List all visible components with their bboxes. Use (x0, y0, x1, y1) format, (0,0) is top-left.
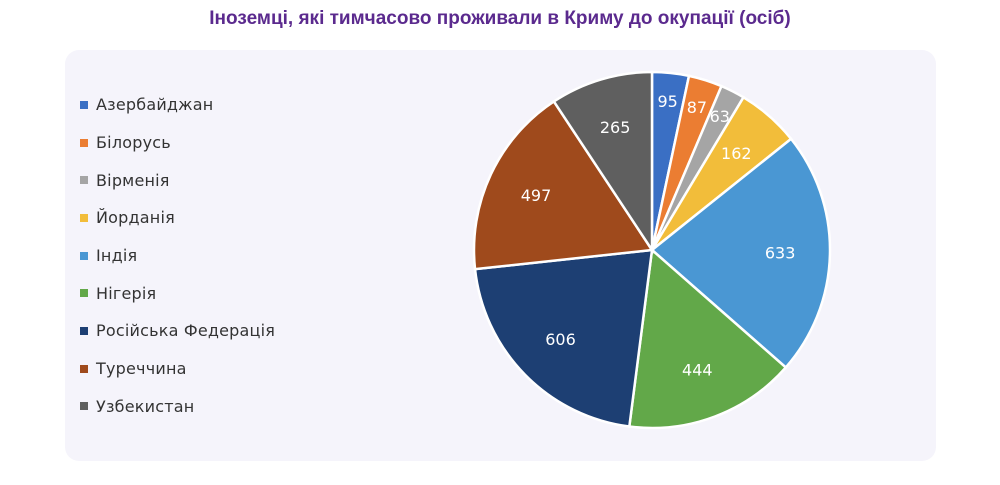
legend-label: Йорданія (96, 208, 175, 228)
chart-title: Іноземці, які тимчасово проживали в Крим… (209, 8, 791, 29)
pie-slice-label: 87 (687, 98, 707, 117)
legend-item: Білорусь (80, 124, 275, 162)
legend-swatch (80, 213, 88, 222)
pie-chart: 95 87 63 162 633 444 606 497 265 (472, 70, 832, 430)
legend-label: Білорусь (96, 133, 171, 153)
pie-slice (473, 248, 654, 428)
legend-item: Російська Федерація (80, 312, 275, 350)
pie-slice (552, 70, 654, 255)
legend-item: Індія (80, 237, 275, 275)
pie-slice-label: 162 (721, 144, 752, 163)
legend-swatch (80, 100, 88, 109)
pie-slice-label: 63 (710, 107, 730, 126)
legend-label: Індія (96, 246, 138, 266)
legend-label: Туреччина (96, 359, 187, 379)
legend-label: Азербайджан (96, 95, 214, 115)
legend-item: Азербайджан (80, 86, 275, 124)
pie-slice-label: 606 (545, 330, 576, 349)
pie-slice (650, 137, 832, 370)
legend: Азербайджан Білорусь Вірменія Йорданія Індія… (80, 86, 275, 425)
legend-item: Туреччина (80, 350, 275, 388)
legend-label: Узбекистан (96, 396, 195, 416)
legend-item: Узбекистан (80, 388, 275, 426)
legend-swatch (80, 289, 88, 298)
pie-slice (472, 99, 655, 271)
legend-swatch (80, 176, 88, 185)
legend-label: Вірменія (96, 170, 170, 190)
legend-label: Російська Федерація (96, 321, 276, 341)
legend-swatch (80, 364, 88, 373)
legend-swatch (80, 402, 88, 411)
pie-slice-label: 444 (682, 360, 713, 379)
pie-slice-label: 265 (600, 118, 631, 137)
pie-slice-label: 633 (765, 243, 796, 262)
legend-item: Нігерія (80, 274, 275, 312)
legend-item: Вірменія (80, 161, 275, 199)
pie-slice (627, 247, 788, 430)
legend-swatch (80, 138, 88, 147)
legend-swatch (80, 326, 88, 335)
legend-label: Нігерія (96, 283, 157, 303)
pie-slice-label: 497 (521, 186, 552, 205)
pie-slice-label: 95 (657, 92, 677, 111)
legend-item: Йорданія (80, 199, 275, 237)
legend-swatch (80, 251, 88, 260)
